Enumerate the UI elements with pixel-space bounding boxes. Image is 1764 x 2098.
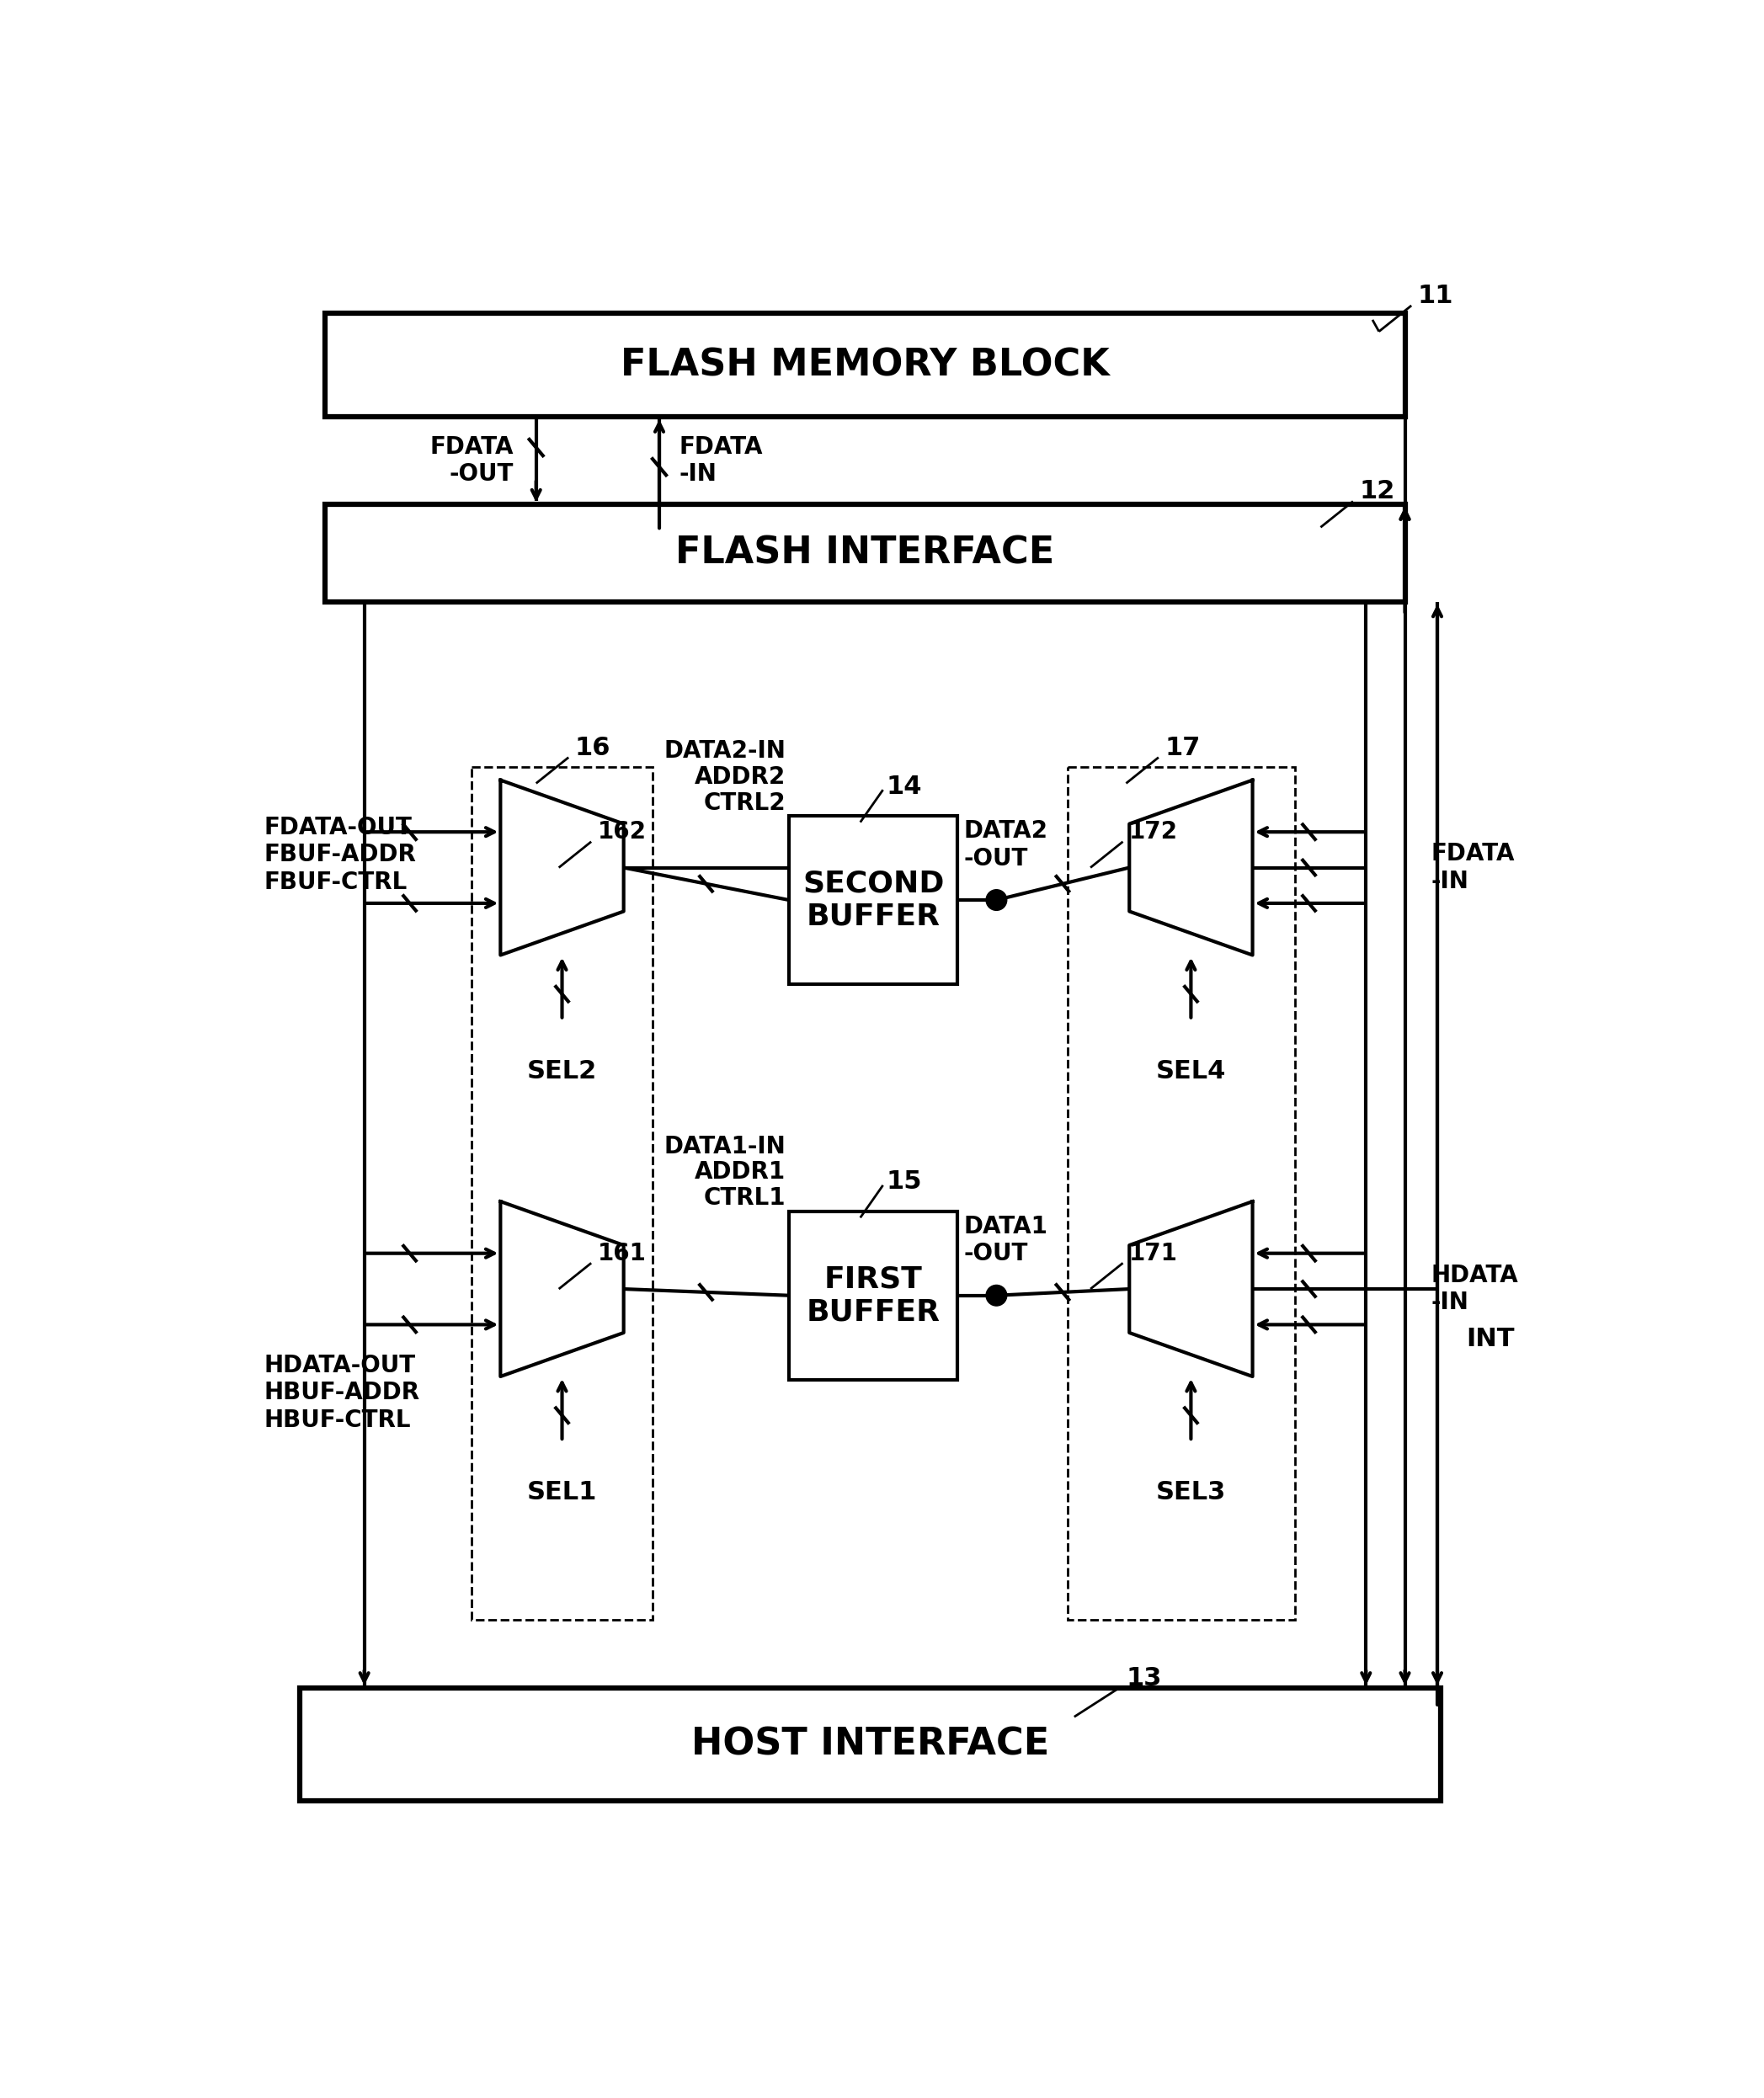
Text: 162: 162 <box>598 820 647 843</box>
Text: FLASH INTERFACE: FLASH INTERFACE <box>676 535 1055 571</box>
Text: HOST INTERFACE: HOST INTERFACE <box>691 1727 1050 1762</box>
Text: SEL2: SEL2 <box>527 1059 596 1083</box>
Text: 16: 16 <box>575 736 610 759</box>
Text: CTRL1: CTRL1 <box>704 1187 785 1211</box>
Text: FDATA
-IN: FDATA -IN <box>1431 841 1515 894</box>
Text: FDATA
-OUT: FDATA -OUT <box>430 434 513 487</box>
Bar <box>471 768 653 1620</box>
Text: FIRST
BUFFER: FIRST BUFFER <box>806 1265 940 1326</box>
Text: 172: 172 <box>1129 820 1178 843</box>
Circle shape <box>986 890 1007 911</box>
Text: SEL4: SEL4 <box>1155 1059 1226 1083</box>
Text: FDATA-OUT
FBUF-ADDR
FBUF-CTRL: FDATA-OUT FBUF-ADDR FBUF-CTRL <box>265 816 416 894</box>
Text: FLASH MEMORY BLOCK: FLASH MEMORY BLOCK <box>621 346 1110 384</box>
Text: INT: INT <box>1466 1326 1515 1351</box>
Text: SECOND
BUFFER: SECOND BUFFER <box>803 869 944 932</box>
Text: ADDR2: ADDR2 <box>695 766 785 789</box>
Text: FDATA
-IN: FDATA -IN <box>679 434 762 487</box>
Text: HDATA
-IN: HDATA -IN <box>1431 1263 1519 1315</box>
Text: DATA2-IN: DATA2-IN <box>663 738 785 764</box>
Bar <box>300 1687 1441 1800</box>
Bar <box>1067 768 1295 1620</box>
Text: DATA2
-OUT: DATA2 -OUT <box>963 820 1048 871</box>
Text: DATA1-IN: DATA1-IN <box>663 1135 785 1158</box>
Bar <box>789 1211 958 1380</box>
Text: CTRL2: CTRL2 <box>704 791 785 814</box>
Text: SEL3: SEL3 <box>1155 1481 1226 1504</box>
Text: 11: 11 <box>1418 283 1454 308</box>
Circle shape <box>986 1286 1007 1305</box>
Text: 161: 161 <box>598 1242 646 1265</box>
Text: HDATA-OUT
HBUF-ADDR
HBUF-CTRL: HDATA-OUT HBUF-ADDR HBUF-CTRL <box>265 1353 420 1433</box>
Text: ADDR1: ADDR1 <box>695 1160 785 1183</box>
Bar <box>325 313 1404 418</box>
Text: 12: 12 <box>1360 480 1395 504</box>
Text: 171: 171 <box>1129 1242 1178 1265</box>
Text: 15: 15 <box>886 1171 923 1194</box>
Text: 17: 17 <box>1164 736 1201 759</box>
Text: DATA1
-OUT: DATA1 -OUT <box>963 1215 1048 1265</box>
Text: 13: 13 <box>1125 1666 1162 1691</box>
Text: SEL1: SEL1 <box>527 1481 598 1504</box>
Bar <box>789 816 958 984</box>
Text: 14: 14 <box>886 774 923 799</box>
Bar <box>325 506 1404 602</box>
